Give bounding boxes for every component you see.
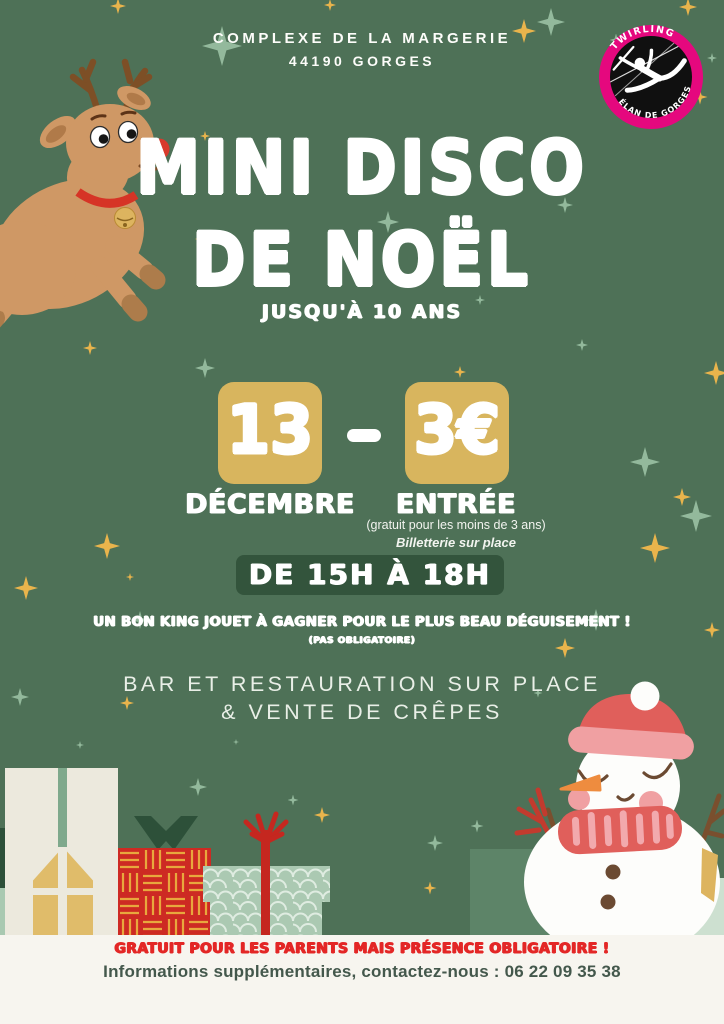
time-banner: DE 15H À 18H: [236, 555, 504, 595]
price-card: 3€: [405, 382, 509, 484]
date-month: DÉCEMBRE: [185, 489, 355, 520]
sparkle-star-icon: [707, 53, 717, 63]
footer-contact: Informations supplémentaires, contactez-…: [103, 962, 621, 981]
sparkle-star-icon: [189, 778, 207, 796]
age-limit: JUSQU'À 10 ANS: [261, 301, 463, 323]
contest-note: (PAS OBLIGATOIRE): [308, 636, 416, 646]
sparkle-star-icon: [195, 358, 215, 378]
sparkle-star-icon: [233, 739, 239, 745]
snowman-scarf-icon: [558, 805, 682, 855]
food-line1: BAR ET RESTAURATION SUR PLACE: [123, 672, 601, 696]
collar-icon: [75, 188, 139, 208]
sparkle-star-icon: [76, 741, 84, 749]
price-note-ticketing: Billetterie sur place: [396, 535, 516, 550]
sparkle-star-icon: [704, 361, 724, 385]
sparkle-star-icon: [454, 366, 466, 378]
bell-icon: [114, 207, 136, 229]
sparkle-star-icon: [200, 131, 210, 141]
sparkle-star-icon: [470, 819, 484, 833]
sparkle-star-icon: [110, 0, 126, 14]
price-amount: 3€: [413, 390, 501, 469]
carrot-nose-icon: [559, 774, 602, 792]
sparkle-star-icon: [314, 807, 330, 823]
gift-red: [118, 848, 211, 935]
footer-parents-notice: GRATUIT POUR LES PARENTS MAIS PRÉSENCE O…: [114, 941, 610, 957]
venue-line2: 44190 GORGES: [288, 53, 436, 69]
snowman-face: [559, 762, 673, 815]
gift-cream-bow-hline: [33, 888, 93, 895]
sparkle-star-icon: [126, 573, 134, 581]
reindeer-face: [89, 110, 170, 172]
sparkle-star-icon: [423, 881, 437, 895]
dash-separator: [347, 429, 381, 442]
sparkle-star-icon: [195, 235, 203, 243]
sparkle-star-icon: [679, 0, 697, 16]
sparkle-star-icon: [533, 688, 543, 698]
sparkle-star-icon: [94, 533, 120, 559]
price-note-free: (gratuit pour les moins de 3 ans): [366, 518, 546, 532]
gift-mint-ribbon: [243, 811, 289, 935]
sparkle-star-icon: [576, 339, 588, 351]
date-card: 13: [218, 382, 322, 484]
sparkle-star-icon: [680, 500, 712, 532]
venue-line1: COMPLEXE DE LA MARGERIE: [212, 30, 512, 47]
reindeer-illustration: [0, 56, 195, 331]
date-day: 13: [226, 390, 314, 469]
snowman-icon: [514, 681, 724, 960]
title-line2: DE NOËL: [192, 218, 532, 304]
sparkle-star-icon: [640, 533, 670, 563]
sparkle-star-icon: [630, 447, 660, 477]
gift-gold-sliver: [701, 848, 718, 902]
snowman-illustration: [498, 680, 724, 960]
sparkle-star-icon: [83, 341, 97, 355]
gift-cream: [5, 768, 118, 935]
sparkle-star-icon: [475, 295, 485, 305]
gift-red-bow-icon: [134, 816, 198, 850]
sparkle-star-icon: [427, 835, 443, 851]
club-logo-badge: TWIRLING ÉLAN DE GORGES: [588, 14, 714, 140]
footer-strip: [0, 935, 724, 1024]
sparkle-star-icon: [673, 488, 691, 506]
gift-edge-sage: [0, 888, 7, 935]
red-nose-icon: [148, 138, 170, 160]
gift-edge-dark: [0, 828, 7, 890]
food-line2: & VENTE DE CRÊPES: [221, 700, 503, 724]
sparkle-star-icon: [324, 0, 336, 11]
price-label: ENTRÉE: [395, 489, 517, 520]
contest-text: UN BON KING JOUET À GAGNER POUR LE PLUS …: [93, 614, 631, 630]
sparkle-star-icon: [14, 576, 38, 600]
reindeer-icon: [0, 58, 170, 328]
twirling-badge-icon: TWIRLING ÉLAN DE GORGES: [599, 18, 703, 129]
gymnast-silhouette-icon: [612, 45, 687, 93]
title-line1: MINI DISCO: [136, 126, 588, 212]
sparkle-star-icon: [287, 794, 299, 806]
snowman-hat-icon: [568, 681, 694, 760]
